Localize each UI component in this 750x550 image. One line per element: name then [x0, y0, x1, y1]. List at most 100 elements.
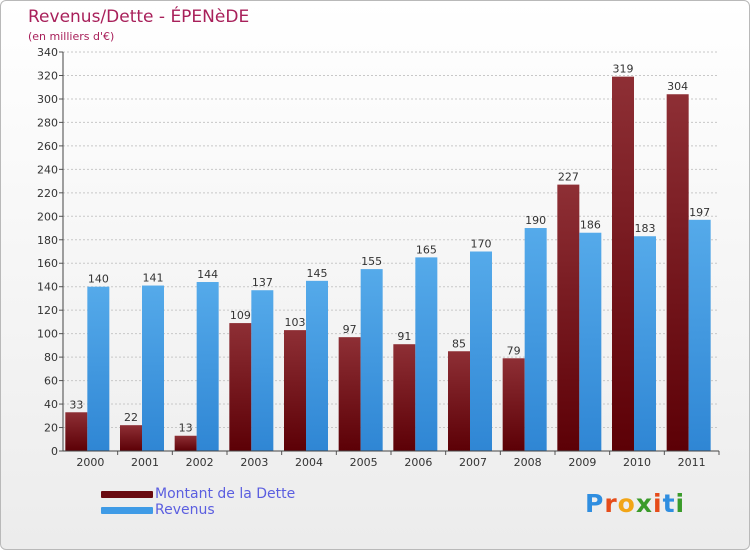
logo-letter: i [675, 489, 686, 518]
data-label-dette: 22 [124, 411, 138, 424]
legend-label-revenus: Revenus [155, 502, 215, 518]
x-tick-label: 2011 [678, 456, 706, 469]
bar-dette [229, 323, 252, 451]
bar-dette [612, 76, 634, 452]
bar-revenus [196, 282, 219, 451]
bar-revenus [634, 236, 656, 451]
x-tick-label: 2007 [459, 456, 487, 469]
data-label-revenus: 186 [580, 219, 601, 232]
bar-dette [174, 435, 197, 451]
data-labels: 33 140 22 141 13 144 109 137 103 145 97 155 91 165 85 1… [69, 63, 710, 435]
y-tick-label: 80 [44, 351, 58, 364]
x-tick-label: 2000 [76, 456, 104, 469]
x-tick-label: 2001 [131, 456, 159, 469]
logo-letter: r [604, 489, 618, 518]
bar-revenus [524, 228, 547, 451]
x-tick-label: 2009 [568, 456, 596, 469]
grid [63, 51, 719, 452]
data-label-dette: 85 [452, 337, 466, 350]
y-tick-label: 40 [44, 398, 58, 411]
logo-letter: P [585, 489, 605, 518]
data-label-dette: 13 [179, 422, 193, 435]
x-tick-label: 2006 [404, 456, 432, 469]
data-label-dette: 97 [343, 323, 357, 336]
y-tick-label: 160 [37, 257, 58, 270]
bar-dette [338, 337, 361, 451]
data-label-dette: 109 [230, 309, 251, 322]
axes [62, 52, 719, 452]
bar-dette [65, 412, 88, 451]
y-tick-label: 220 [37, 187, 58, 200]
bar-dette [393, 344, 416, 451]
legend-swatch-dette [101, 491, 153, 498]
y-tick-label: 340 [37, 46, 58, 59]
bar-revenus [470, 251, 492, 451]
y-tick-label: 200 [37, 210, 58, 223]
x-tick-label: 2003 [240, 456, 268, 469]
bar-dette [448, 351, 470, 451]
bar-revenus [688, 219, 711, 451]
y-tick-label: 320 [37, 69, 58, 82]
y-tick-label: 100 [37, 328, 58, 341]
data-label-dette: 91 [397, 330, 411, 343]
legend-label-dette: Montant de la Dette [155, 486, 296, 502]
data-label-revenus: 145 [307, 267, 328, 280]
data-label-revenus: 197 [689, 206, 710, 219]
bars [65, 76, 711, 452]
data-label-revenus: 183 [635, 222, 656, 235]
x-tick-label: 2005 [350, 456, 378, 469]
logo-letter: t [662, 489, 676, 518]
y-axis-ticks: 0 20 40 60 80 100 120 140 160 180 200 220 240 260 280 3… [37, 46, 63, 458]
y-tick-label: 20 [44, 422, 58, 435]
data-label-dette: 227 [558, 171, 579, 184]
x-tick-label: 2002 [186, 456, 214, 469]
data-label-dette: 103 [285, 316, 306, 329]
x-tick-label: 2008 [514, 456, 542, 469]
bar-revenus [142, 285, 164, 451]
bar-revenus [360, 269, 383, 451]
y-tick-label: 60 [44, 375, 58, 388]
data-label-revenus: 137 [252, 276, 273, 289]
logo-letter: o [617, 489, 636, 518]
logo-letter: x [635, 489, 653, 518]
y-tick-label: 140 [37, 281, 58, 294]
data-label-dette: 304 [667, 80, 688, 93]
x-tick-label: 2004 [295, 456, 323, 469]
data-label-revenus: 155 [361, 255, 382, 268]
bar-revenus [87, 286, 110, 451]
chart-subtitle: (en milliers d'€) [28, 30, 115, 43]
data-label-dette: 33 [69, 398, 83, 411]
data-label-dette: 319 [613, 63, 634, 76]
bar-dette [502, 358, 525, 451]
x-axis-ticks: 2000 2001 2002 2003 2004 2005 2006 2007 2008 2009… [76, 451, 720, 469]
data-label-dette: 79 [507, 344, 521, 357]
data-label-revenus: 190 [525, 214, 546, 227]
chart-title: Revenus/Dette - ÉPENèDE [28, 7, 250, 27]
data-label-revenus: 170 [471, 238, 492, 251]
bar-dette [120, 425, 142, 451]
legend-swatch-revenus [101, 507, 153, 514]
x-tick-label: 2010 [623, 456, 651, 469]
y-tick-label: 260 [37, 140, 58, 153]
y-tick-label: 180 [37, 234, 58, 247]
data-label-revenus: 140 [88, 273, 109, 286]
y-tick-label: 240 [37, 163, 58, 176]
y-tick-label: 280 [37, 116, 58, 129]
bar-revenus [251, 290, 274, 451]
y-tick-label: 120 [37, 304, 58, 317]
bar-dette [557, 184, 580, 451]
bar-revenus [306, 280, 328, 451]
y-tick-label: 300 [37, 93, 58, 106]
bar-revenus [415, 257, 438, 451]
bar-dette [284, 330, 306, 451]
data-label-revenus: 144 [197, 268, 218, 281]
data-label-revenus: 165 [416, 243, 437, 256]
logo-letter: i [653, 489, 663, 518]
y-tick-label: 0 [51, 445, 58, 458]
bar-revenus [579, 232, 602, 451]
bar-dette [666, 94, 689, 451]
data-label-revenus: 141 [143, 272, 164, 285]
proxiti-logo: Proxiti [585, 489, 685, 518]
